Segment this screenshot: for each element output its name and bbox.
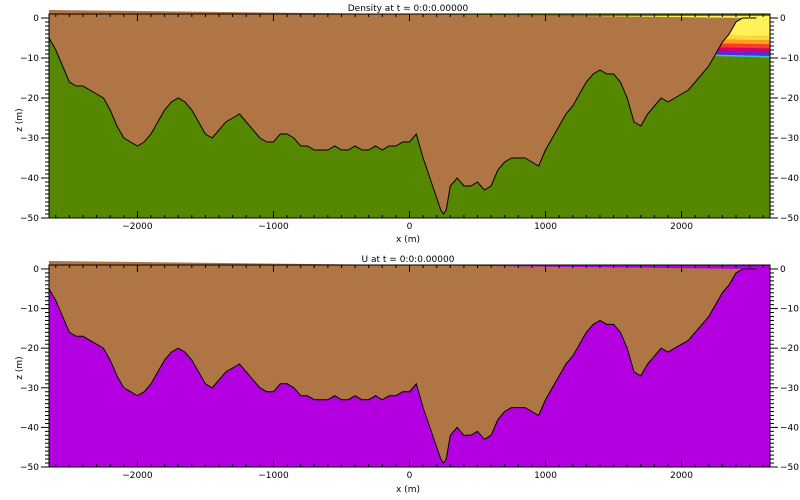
density-y-tick-label-right: −50	[780, 214, 799, 224]
density-x-tick-label: 1000	[534, 222, 557, 232]
velocity-ylabel: z (m)	[15, 356, 25, 379]
velocity-y-tick-label-right: 0	[780, 265, 786, 275]
velocity-y-tick-label-right: −20	[780, 344, 799, 354]
velocity-y-tick-label-left: −20	[20, 344, 39, 354]
velocity-panel: −2000 −1000 0 1000 2000 0 0 −10 −10 −20 −20 −30 −30 −…	[15, 255, 799, 495]
velocity-x-tick-label: 2000	[670, 471, 693, 481]
density-y-tick-label-right: −20	[780, 94, 799, 104]
density-panel: −2000 −1000 0 1000 2000 0 0 −10 −10 −20 −20 −30 −30 −…	[15, 4, 799, 245]
velocity-x-tick-label: 1000	[534, 471, 557, 481]
density-y-tick-label-left: −20	[20, 94, 39, 104]
velocity-xlabel: x (m)	[396, 485, 420, 495]
density-y-tick-label-right: −30	[780, 134, 799, 144]
velocity-y-tick-label-left: −40	[20, 423, 39, 433]
velocity-y-tick-label-right: −10	[780, 305, 799, 315]
density-x-tick-label: 0	[407, 222, 413, 232]
density-y-tick-label-right: −40	[780, 174, 799, 184]
density-y-tick-label-right: −10	[780, 54, 799, 64]
velocity-y-tick-label-right: −30	[780, 384, 799, 394]
density-x-tick-label: −2000	[122, 222, 153, 232]
density-x-tick-label: 2000	[670, 222, 693, 232]
velocity-y-tick-label-right: −50	[780, 463, 799, 473]
density-y-tick-label-left: −10	[20, 54, 39, 64]
density-y-tick-label-left: −50	[20, 214, 39, 224]
density-x-tick-label: −1000	[258, 222, 289, 232]
velocity-x-tick-label: 0	[407, 471, 413, 481]
velocity-ground	[49, 261, 757, 463]
density-bathymetry-line	[48, 17, 757, 215]
density-y-tick-label-left: −30	[20, 134, 39, 144]
velocity-y-tick-label-left: 0	[33, 265, 39, 275]
density-ylabel: z (m)	[15, 108, 25, 131]
velocity-y-tick-label-left: −30	[20, 384, 39, 394]
velocity-x-tick-label: −1000	[258, 471, 289, 481]
velocity-title: U at t = 0:0:0.00000	[362, 255, 455, 265]
velocity-y-tick-label-left: −50	[20, 463, 39, 473]
velocity-y-tick-label-left: −10	[20, 305, 39, 315]
density-y-tick-label-right: 0	[780, 14, 786, 24]
density-ground	[49, 10, 757, 214]
density-y-tick-label-left: −40	[20, 174, 39, 184]
density-title: Density at t = 0:0:0.00000	[348, 4, 469, 14]
density-xlabel: x (m)	[396, 235, 420, 245]
velocity-x-tick-label: −2000	[122, 471, 153, 481]
velocity-y-tick-label-right: −40	[780, 423, 799, 433]
velocity-bathymetry-line	[48, 268, 757, 464]
density-y-tick-label-left: 0	[33, 14, 39, 24]
